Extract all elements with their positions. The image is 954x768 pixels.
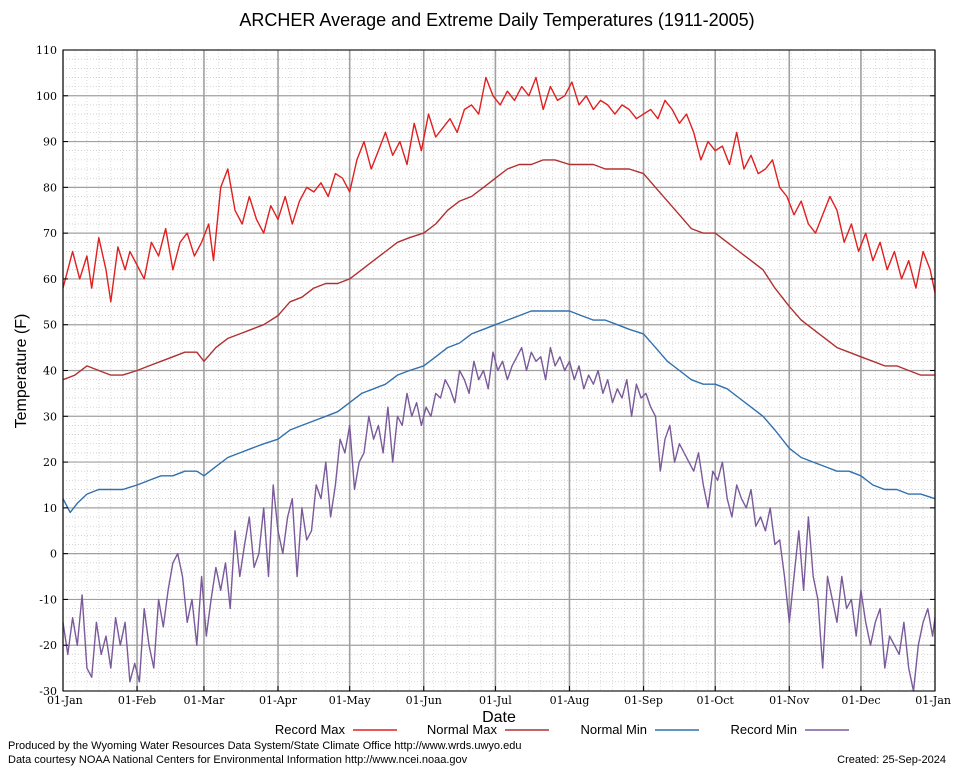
footer-data-source: Data courtesy NOAA National Centers for … <box>8 754 468 766</box>
y-tick-label: 0 <box>50 548 57 561</box>
x-axis-title: Date <box>482 709 516 726</box>
legend: Record Max Normal Max Normal Min Record Min <box>275 722 849 737</box>
x-tick-label: 01-Nov <box>769 694 810 707</box>
y-tick-label: 10 <box>43 502 57 515</box>
y-tick-label: 20 <box>43 456 57 469</box>
x-tick-label: 01-Jan <box>47 694 83 707</box>
series-layer <box>62 76 936 692</box>
x-tick-label: 01-May <box>329 694 372 707</box>
series-line-normal-max <box>62 159 935 381</box>
x-tick-label: 01-Jul <box>479 694 512 707</box>
legend-label-record-max: Record Max <box>275 722 346 737</box>
y-tick-label: 70 <box>43 227 57 240</box>
series-line-record-max <box>62 76 936 303</box>
y-tick-label: 80 <box>43 181 57 194</box>
y-tick-label: -20 <box>39 639 57 652</box>
y-tick-label: 100 <box>36 90 57 103</box>
y-tick-label: 110 <box>36 44 57 57</box>
x-tick-label: 01-Aug <box>550 694 590 707</box>
chart-title: ARCHER Average and Extreme Daily Tempera… <box>239 10 754 30</box>
y-tick-label: 40 <box>43 365 57 378</box>
series-line-normal-min <box>62 310 936 514</box>
x-tick-label: 01-Oct <box>697 694 735 707</box>
y-tick-label: 30 <box>43 410 57 423</box>
y-tick-label: -10 <box>39 593 57 606</box>
x-axis-ticks: 01-Jan 01-Feb 01-Mar 01-Apr 01-May 01-Jun 01-J… <box>47 686 951 707</box>
x-tick-label: 01-Feb <box>118 694 156 707</box>
y-axis-ticks: -30 -20 -10 0 10 20 30 40 50 60 70 80 90 100 110 <box>36 44 935 698</box>
legend-label-normal-max: Normal Max <box>427 722 498 737</box>
x-tick-label: 01-Apr <box>259 694 298 707</box>
x-tick-label: 01-Mar <box>184 694 226 707</box>
y-tick-label: 50 <box>43 319 57 332</box>
y-tick-label: -30 <box>39 685 57 698</box>
y-tick-label: 60 <box>43 273 57 286</box>
footer-producer: Produced by the Wyoming Water Resources … <box>8 740 521 752</box>
y-axis-title: Temperature (F) <box>13 314 30 429</box>
x-tick-label: 01-Dec <box>841 694 880 707</box>
y-tick-label: 90 <box>43 136 57 149</box>
x-tick-label: 01-Jan <box>915 694 951 707</box>
legend-label-normal-min: Normal Min <box>581 722 647 737</box>
x-tick-label: 01-Sep <box>624 694 663 707</box>
legend-label-record-min: Record Min <box>731 722 797 737</box>
x-tick-label: 01-Jun <box>406 694 442 707</box>
footer-created-date: Created: 25-Sep-2024 <box>837 754 946 766</box>
major-grid <box>62 49 936 692</box>
series-line-record-min <box>62 346 936 692</box>
